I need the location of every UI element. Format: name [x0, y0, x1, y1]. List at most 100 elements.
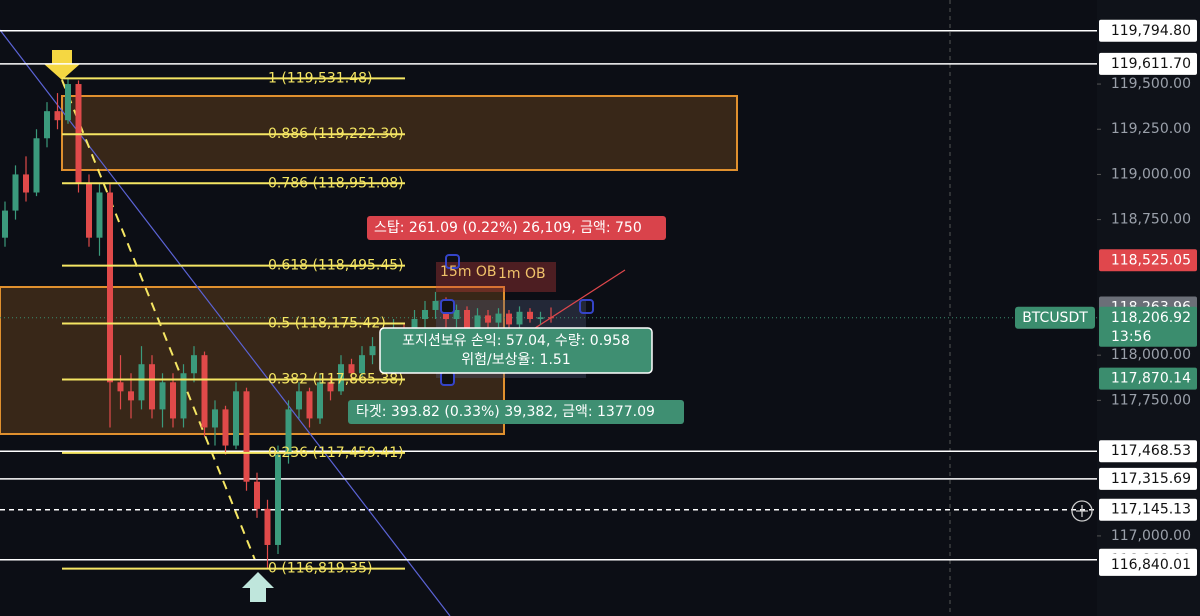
candle-body	[296, 391, 302, 410]
candle-body	[306, 391, 313, 419]
candle-body	[201, 355, 208, 428]
handle[interactable]	[440, 371, 455, 386]
position-box-label	[379, 327, 653, 374]
candle-body	[243, 391, 250, 482]
candle-body	[170, 382, 176, 419]
add-alert[interactable]	[1071, 500, 1093, 522]
arrow-up	[242, 572, 274, 602]
last-price-label: 118,206.92	[1111, 310, 1191, 326]
fib-label: 0 (116,819.35)	[268, 561, 372, 577]
fib-label: 0.236 (117,459.41)	[268, 445, 404, 461]
candles	[2, 78, 554, 569]
target-label: 타겟: 393.82 (0.33%) 39,382, 금액: 1377.09	[356, 404, 655, 420]
candle-body	[317, 382, 323, 419]
stop-box	[367, 216, 666, 240]
candle-body	[117, 382, 124, 392]
candle-body	[2, 210, 8, 238]
candle-body	[96, 192, 103, 238]
arrow-down	[44, 50, 80, 80]
position-label: 포지션보유 손익: 57.04, 수량: 0.958	[402, 333, 630, 349]
ob-zone-upper	[61, 95, 738, 171]
candle-body	[65, 84, 71, 121]
price-axis: 119,500.00 119,250.00 119,000.00 118,750.00…	[1015, 19, 1197, 576]
candle-body	[453, 309, 460, 320]
price-label-box	[1099, 498, 1197, 521]
candle-body	[485, 315, 491, 323]
candle-body	[285, 409, 292, 455]
candle-body	[86, 183, 92, 238]
stop-label: 스탑: 261.09 (0.22%) 26,109, 금액: 750	[374, 220, 642, 236]
tick-label: 118,000.00	[1111, 347, 1191, 363]
candle-body	[348, 364, 355, 374]
candle-body	[432, 300, 439, 310]
candle-body	[464, 309, 470, 329]
candle-body	[275, 454, 281, 545]
candle-body	[138, 364, 145, 401]
price-label: 118,525.05	[1111, 252, 1191, 268]
candle-body	[506, 313, 512, 325]
candle-body	[222, 409, 229, 446]
candle-body	[107, 192, 113, 383]
handle[interactable]	[579, 299, 594, 314]
price-label-box	[1099, 52, 1197, 75]
handle[interactable]	[445, 254, 460, 269]
candle-body	[495, 313, 502, 323]
price-label: 119,611.70	[1111, 56, 1191, 72]
candle-body	[264, 508, 271, 545]
price-label: 117,315.69	[1111, 471, 1191, 487]
candle-body	[23, 174, 29, 193]
ob-15m-label: 15m OB	[440, 264, 497, 280]
last-price-box	[1099, 306, 1197, 347]
risk-reward-label: 위험/보상율: 1.51	[461, 352, 570, 368]
fib-label: 0.618 (118,495.45)	[268, 258, 404, 274]
candle-body	[527, 311, 533, 320]
candle-body	[474, 315, 481, 329]
candle-body	[128, 391, 134, 401]
price-label: 117,145.13	[1111, 502, 1191, 518]
candle-body	[254, 481, 260, 509]
add-alert-icon	[1076, 505, 1088, 517]
tick-label: 117,750.00	[1111, 392, 1191, 408]
candle-body	[54, 111, 61, 121]
candle-body	[327, 382, 334, 392]
handle[interactable]	[440, 299, 455, 314]
fib-label: 1 (119,531.48)	[268, 70, 372, 86]
fib-label: 0.5 (118,175.42)	[268, 315, 386, 331]
fib-label: 0.786 (118,951.08)	[268, 175, 404, 191]
ob-1m-label: 1m OB	[498, 266, 546, 282]
candle-body	[516, 311, 523, 325]
tick-label: 119,000.00	[1111, 166, 1191, 182]
candle-body	[233, 391, 239, 446]
tick-label: 119,500.00	[1111, 76, 1191, 92]
price-label-box	[1099, 440, 1197, 463]
fib-diagonal	[61, 79, 256, 561]
candle-body	[369, 346, 376, 356]
fibs: 1 (119,531.48) 0.886 (119,222.30) 0.786 (1…	[62, 70, 405, 577]
fib-label: 0.886 (119,222.30)	[268, 126, 404, 142]
candle-body	[12, 174, 19, 211]
price-label-box	[1099, 553, 1197, 576]
tick-label: 118,750.00	[1111, 212, 1191, 228]
countdown-label: 13:56	[1111, 329, 1151, 345]
candle-body	[537, 317, 544, 320]
price-label: 116,840.01	[1111, 557, 1191, 573]
price-label-box	[1099, 367, 1197, 390]
tick-label: 117,000.00	[1111, 528, 1191, 544]
candle-body	[359, 355, 365, 374]
candle-body	[33, 138, 40, 193]
price-label-box	[1099, 19, 1197, 42]
symbol-box	[1015, 306, 1095, 329]
target-box	[348, 400, 684, 424]
candle-body	[212, 409, 218, 428]
candle-body	[180, 373, 187, 419]
tick-label: 119,250.00	[1111, 121, 1191, 137]
price-label: 117,870.14	[1111, 371, 1191, 387]
candle-body	[422, 309, 428, 320]
candle-body	[191, 355, 197, 374]
price-label-box	[1099, 467, 1197, 490]
price-label: 117,468.53	[1111, 443, 1191, 459]
candle-body	[149, 364, 155, 410]
